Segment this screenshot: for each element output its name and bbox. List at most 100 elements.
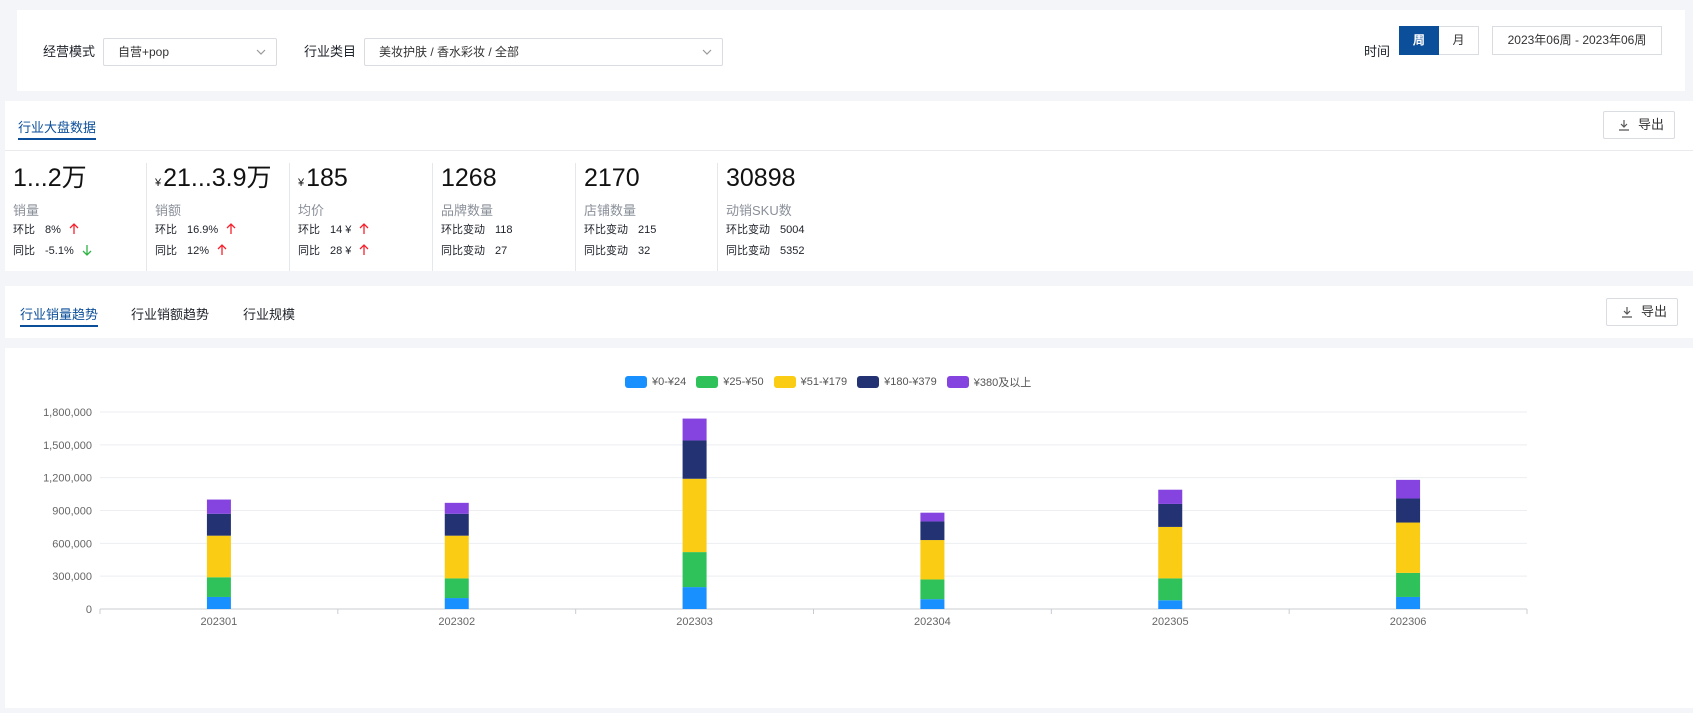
currency-symbol: ¥	[298, 177, 305, 189]
legend-label: ¥51-¥179	[800, 376, 848, 388]
bar-segment-2-4	[682, 418, 707, 441]
stat-value-number: 1268	[441, 164, 497, 192]
stat-name: 品牌数量	[441, 203, 494, 218]
stat-sku-count: 30898 动销SKU数 环比变动 5004 同比变动 5352	[717, 163, 876, 271]
stat-divider	[575, 163, 576, 271]
x-tick-label: 202305	[1152, 616, 1189, 628]
stat-mom-row: 环比 16.9%	[155, 221, 236, 237]
y-tick-label: 600,000	[52, 538, 92, 550]
mode-select[interactable]: 自营+pop	[103, 38, 277, 66]
stat-yoy-value: 32	[638, 245, 651, 257]
y-tick-label: 1,200,000	[43, 473, 92, 485]
legend-swatch	[946, 376, 969, 388]
stat-mom-value: 215	[638, 224, 657, 236]
bar-segment-5-0	[1396, 596, 1421, 609]
bar-segment-5-3	[1396, 498, 1421, 523]
legend-label: ¥25-¥50	[723, 376, 764, 388]
stat-brand-count: 1268 品牌数量 环比变动 118 同比变动 27	[432, 163, 591, 271]
stat-value: 1...2万	[13, 163, 87, 193]
bar-segment-2-1	[682, 552, 707, 588]
bar-segment-4-2	[1158, 526, 1183, 579]
stat-store-count: 2170 店铺数量 环比变动 215 同比变动 32	[575, 163, 734, 271]
stat-yoy-label: 同比	[13, 245, 35, 257]
stat-mom-label: 环比变动	[584, 224, 628, 236]
stat-value-number: 21...3.9万	[163, 164, 272, 192]
y-tick-label: 1,500,000	[43, 440, 92, 452]
period-month-button[interactable]: 月	[1439, 26, 1479, 55]
stat-yoy-row: 同比 28 ¥	[298, 242, 369, 258]
currency-symbol: ¥	[155, 177, 162, 189]
stat-mom-row: 环比变动 215	[584, 221, 656, 237]
bar-segment-1-2	[444, 535, 469, 579]
arrow-down-icon	[82, 245, 92, 256]
tab-overview[interactable]: 行业大盘数据	[18, 117, 97, 140]
bar-segment-0-0	[206, 596, 231, 609]
stat-yoy-label: 同比变动	[441, 245, 485, 257]
bar-segment-3-4	[920, 512, 945, 522]
y-tick-label: 0	[86, 604, 92, 616]
overview-panel: 行业大盘数据 导出 1...2万 销量 环比 8% 同比 -5.1% ¥21...3.9万销…	[5, 101, 1693, 271]
stat-yoy-label: 同比	[155, 245, 177, 257]
stat-yoy-label: 同比变动	[584, 245, 628, 257]
stat-value-number: 185	[306, 164, 348, 192]
x-tick-label: 202303	[676, 616, 713, 628]
category-select-value: 美妆护肤 / 香水彩妆 / 全部	[379, 45, 520, 59]
x-tick-label: 202302	[438, 616, 475, 628]
legend-swatch	[857, 376, 880, 388]
legend-item[interactable]: ¥0-¥24	[625, 374, 686, 390]
stat-value-number: 30898	[726, 164, 796, 192]
stat-name: 店铺数量	[584, 203, 637, 218]
bar-segment-1-4	[444, 502, 469, 514]
stat-value: 1268	[441, 163, 497, 193]
arrow-up-icon	[359, 223, 369, 234]
stat-mom-value: 5004	[780, 224, 805, 236]
legend-swatch	[696, 376, 719, 388]
stat-yoy-row: 同比变动 32	[584, 242, 650, 258]
tab-sales-volume-trend[interactable]: 行业销量趋势	[20, 304, 99, 327]
bar-segment-3-2	[920, 540, 945, 580]
x-tick-label: 202304	[914, 616, 951, 628]
stat-name: 均价	[298, 203, 325, 218]
stat-avg-price: ¥185 均价 环比 14 ¥ 同比 28 ¥	[289, 163, 448, 271]
period-week-button[interactable]: 周	[1399, 26, 1439, 55]
export-button[interactable]: 导出	[1603, 111, 1675, 139]
legend-item[interactable]: ¥180-¥379	[857, 374, 937, 390]
tab-sales-amount-trend[interactable]: 行业销额趋势	[131, 307, 210, 322]
bar-segment-3-1	[920, 579, 945, 600]
stat-divider	[289, 163, 290, 271]
bar-segment-4-0	[1158, 600, 1183, 609]
stat-mom-label: 环比	[298, 224, 320, 236]
bar-segment-0-4	[206, 499, 231, 514]
chevron-down-icon	[256, 49, 266, 55]
date-range-picker[interactable]: 2023年06周 - 2023年06周	[1492, 26, 1662, 55]
trend-export-button[interactable]: 导出	[1606, 298, 1678, 326]
chevron-down-icon	[702, 49, 712, 55]
stat-yoy-value: 12%	[187, 245, 210, 257]
trend-export-button-label: 导出	[1641, 304, 1668, 319]
stat-yoy-row: 同比 12%	[155, 242, 227, 258]
mode-select-value: 自营+pop	[118, 45, 170, 59]
category-select[interactable]: 美妆护肤 / 香水彩妆 / 全部	[364, 38, 723, 66]
stat-yoy-value: 27	[495, 245, 508, 257]
bar-segment-3-3	[920, 521, 945, 541]
stat-mom-label: 环比	[13, 224, 35, 236]
arrow-up-icon	[359, 244, 369, 255]
bar-segment-1-0	[444, 598, 469, 609]
tab-industry-scale[interactable]: 行业规模	[243, 307, 296, 322]
arrow-up-icon	[226, 223, 236, 234]
bar-segment-0-3	[206, 513, 231, 536]
x-tick-label: 202306	[1390, 616, 1427, 628]
stat-yoy-row: 同比 -5.1%	[13, 242, 92, 258]
legend-item[interactable]: ¥25-¥50	[696, 374, 764, 390]
stat-yoy-label: 同比变动	[726, 245, 770, 257]
legend-swatch	[625, 376, 647, 388]
bar-segment-4-3	[1158, 503, 1183, 527]
bar-segment-1-3	[444, 513, 469, 536]
legend-label: ¥0-¥24	[652, 376, 687, 388]
legend-swatch	[773, 376, 796, 388]
legend-item[interactable]: ¥380及以上	[946, 374, 1032, 390]
legend-item[interactable]: ¥51-¥179	[773, 374, 848, 390]
stat-value-number: 1...2万	[13, 164, 87, 192]
bar-segment-3-0	[920, 599, 945, 609]
legend-label: ¥380及以上	[973, 377, 1032, 389]
